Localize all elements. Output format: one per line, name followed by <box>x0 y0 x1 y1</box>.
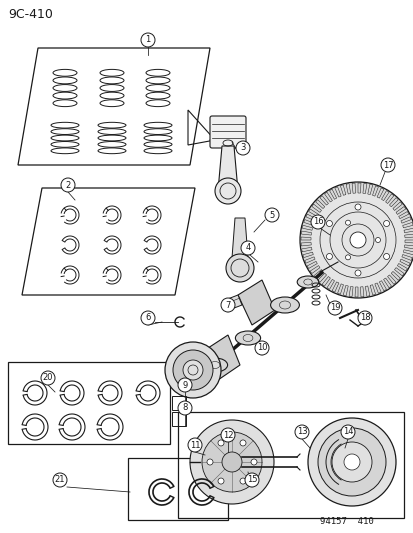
Circle shape <box>307 418 395 506</box>
Text: 3: 3 <box>240 143 245 152</box>
Text: 12: 12 <box>222 431 233 440</box>
Circle shape <box>254 341 268 355</box>
Circle shape <box>294 425 308 439</box>
Polygon shape <box>218 146 237 191</box>
Circle shape <box>345 255 350 260</box>
Text: 17: 17 <box>382 160 392 169</box>
Circle shape <box>325 221 332 227</box>
Text: 94157  410: 94157 410 <box>319 517 373 526</box>
Circle shape <box>312 195 402 285</box>
Text: 16: 16 <box>312 217 323 227</box>
Circle shape <box>380 158 394 172</box>
Ellipse shape <box>218 133 237 147</box>
Text: 9: 9 <box>182 381 187 390</box>
Bar <box>171 396 185 410</box>
Ellipse shape <box>270 297 299 313</box>
Text: 21: 21 <box>55 475 65 484</box>
Circle shape <box>331 442 371 482</box>
Circle shape <box>41 371 55 385</box>
Circle shape <box>327 301 341 315</box>
Text: 5: 5 <box>269 211 274 220</box>
Circle shape <box>250 459 256 465</box>
Circle shape <box>244 473 259 487</box>
Circle shape <box>218 440 223 446</box>
Circle shape <box>221 298 235 312</box>
Text: 2: 2 <box>65 181 71 190</box>
Text: 1: 1 <box>145 36 150 44</box>
Circle shape <box>178 401 192 415</box>
Circle shape <box>325 254 332 260</box>
Text: 4: 4 <box>245 244 250 253</box>
Circle shape <box>206 459 212 465</box>
Text: 14: 14 <box>342 427 352 437</box>
Text: 15: 15 <box>246 475 256 484</box>
Circle shape <box>357 311 371 325</box>
Bar <box>8 362 170 444</box>
Circle shape <box>383 221 389 227</box>
Circle shape <box>188 438 202 452</box>
Circle shape <box>383 254 389 260</box>
Circle shape <box>240 241 254 255</box>
Circle shape <box>354 204 360 210</box>
Circle shape <box>165 342 221 398</box>
Circle shape <box>240 440 245 446</box>
Ellipse shape <box>235 331 260 345</box>
Circle shape <box>141 33 154 47</box>
Polygon shape <box>224 295 242 310</box>
Bar <box>128 458 228 520</box>
Circle shape <box>349 232 365 248</box>
Polygon shape <box>231 218 247 258</box>
FancyBboxPatch shape <box>209 116 245 148</box>
Circle shape <box>221 452 242 472</box>
Circle shape <box>375 238 380 243</box>
Circle shape <box>53 473 67 487</box>
Polygon shape <box>204 335 240 380</box>
Text: 10: 10 <box>256 343 267 352</box>
Circle shape <box>317 428 385 496</box>
Circle shape <box>61 178 75 192</box>
Text: 8: 8 <box>182 403 187 413</box>
Circle shape <box>310 193 404 287</box>
Text: 19: 19 <box>329 303 339 312</box>
Circle shape <box>225 254 254 282</box>
Circle shape <box>264 208 278 222</box>
Circle shape <box>345 220 350 225</box>
Polygon shape <box>237 280 274 325</box>
Circle shape <box>343 454 359 470</box>
Circle shape <box>310 215 324 229</box>
Circle shape <box>240 478 245 484</box>
Circle shape <box>340 425 354 439</box>
Bar <box>178 412 403 518</box>
Circle shape <box>354 270 360 276</box>
Circle shape <box>141 311 154 325</box>
Text: 6: 6 <box>145 313 150 322</box>
Text: 18: 18 <box>359 313 369 322</box>
Circle shape <box>173 350 212 390</box>
Ellipse shape <box>297 276 318 288</box>
Text: 7: 7 <box>225 301 230 310</box>
Circle shape <box>190 420 273 504</box>
Text: 9C-410: 9C-410 <box>8 8 53 21</box>
Circle shape <box>183 360 202 380</box>
Circle shape <box>299 182 413 298</box>
Ellipse shape <box>202 358 227 372</box>
Circle shape <box>218 478 223 484</box>
Circle shape <box>214 178 240 204</box>
Text: 13: 13 <box>296 427 306 437</box>
Bar <box>171 412 185 426</box>
Circle shape <box>221 428 235 442</box>
Circle shape <box>202 432 261 492</box>
Circle shape <box>178 378 192 392</box>
Text: 20: 20 <box>43 374 53 383</box>
Text: 11: 11 <box>189 440 200 449</box>
Circle shape <box>235 141 249 155</box>
